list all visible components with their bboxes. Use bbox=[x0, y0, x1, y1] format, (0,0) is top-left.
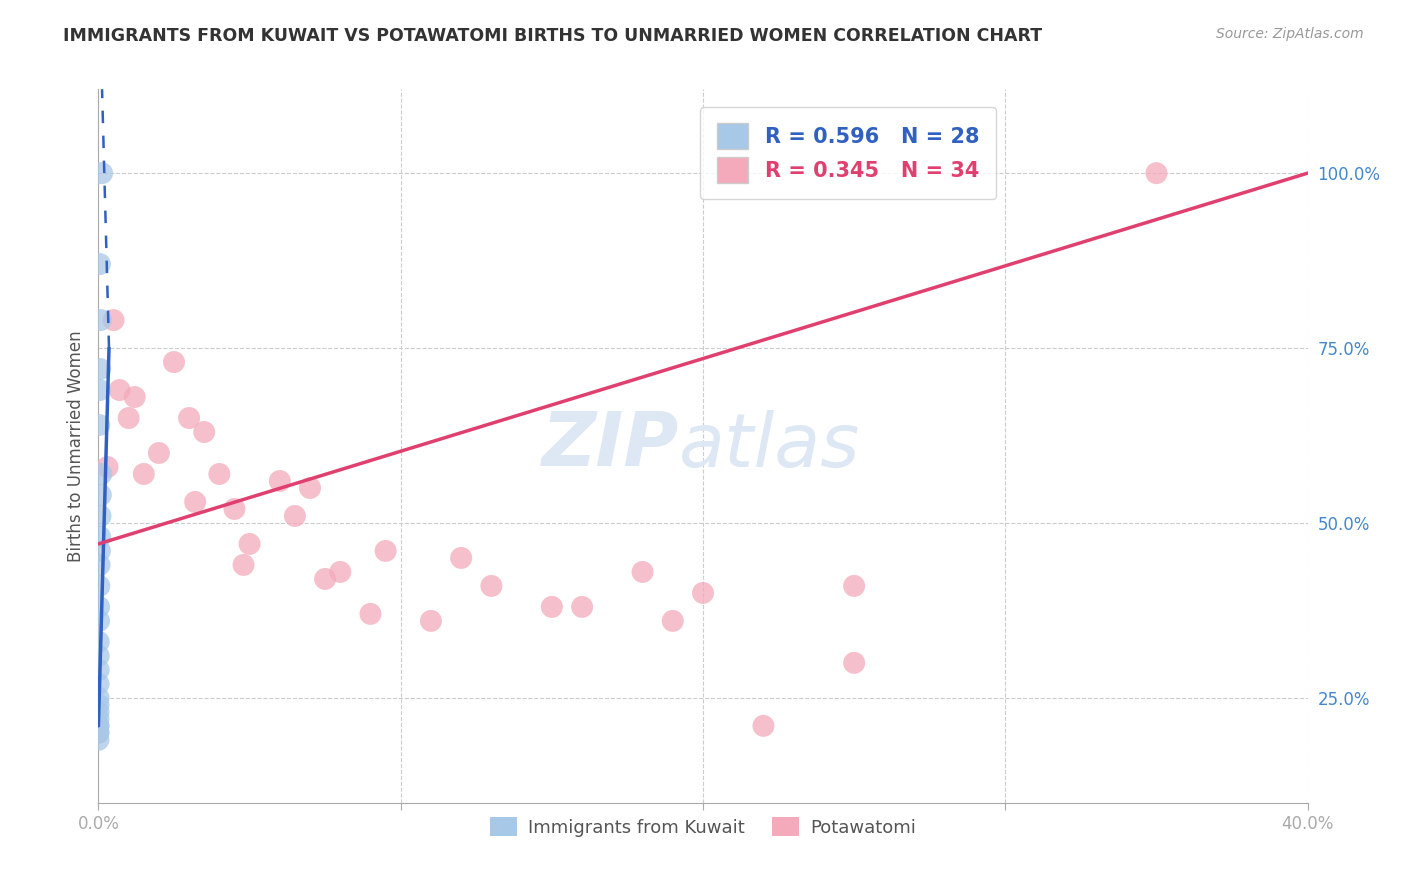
Point bbox=[96, 460, 118, 475]
Point bbox=[314, 572, 336, 586]
Point bbox=[87, 732, 110, 747]
Legend: Immigrants from Kuwait, Potawatomi: Immigrants from Kuwait, Potawatomi bbox=[484, 810, 922, 844]
Point bbox=[844, 656, 866, 670]
Point bbox=[1146, 166, 1168, 180]
Point bbox=[631, 565, 654, 579]
Point bbox=[269, 474, 291, 488]
Text: ZIP: ZIP bbox=[541, 409, 679, 483]
Point bbox=[89, 579, 111, 593]
Point bbox=[90, 313, 112, 327]
Point bbox=[87, 677, 110, 691]
Point bbox=[329, 565, 352, 579]
Point bbox=[89, 544, 111, 558]
Point bbox=[87, 705, 110, 719]
Point bbox=[87, 719, 110, 733]
Point bbox=[163, 355, 186, 369]
Point bbox=[90, 508, 112, 523]
Point bbox=[752, 719, 775, 733]
Point bbox=[87, 648, 110, 663]
Point bbox=[844, 579, 866, 593]
Point bbox=[87, 726, 110, 740]
Text: atlas: atlas bbox=[679, 410, 860, 482]
Point bbox=[239, 537, 262, 551]
Point bbox=[540, 599, 562, 614]
Point bbox=[661, 614, 683, 628]
Point bbox=[103, 313, 125, 327]
Point bbox=[184, 495, 207, 509]
Point bbox=[90, 488, 112, 502]
Point bbox=[360, 607, 382, 621]
Point bbox=[87, 719, 110, 733]
Point bbox=[89, 530, 111, 544]
Point bbox=[132, 467, 155, 481]
Point bbox=[89, 558, 111, 572]
Point bbox=[692, 586, 714, 600]
Point bbox=[179, 411, 201, 425]
Point bbox=[87, 614, 110, 628]
Point bbox=[124, 390, 146, 404]
Text: Source: ZipAtlas.com: Source: ZipAtlas.com bbox=[1216, 27, 1364, 41]
Point bbox=[481, 579, 503, 593]
Point bbox=[89, 362, 111, 376]
Point bbox=[87, 663, 110, 677]
Point bbox=[89, 417, 111, 432]
Point bbox=[193, 425, 215, 439]
Point bbox=[91, 166, 114, 180]
Point bbox=[87, 599, 110, 614]
Point bbox=[374, 544, 396, 558]
Point bbox=[87, 712, 110, 726]
Point bbox=[571, 599, 593, 614]
Y-axis label: Births to Unmarried Women: Births to Unmarried Women bbox=[66, 330, 84, 562]
Point bbox=[90, 467, 112, 481]
Point bbox=[284, 508, 307, 523]
Point bbox=[108, 383, 131, 397]
Point bbox=[118, 411, 141, 425]
Point bbox=[420, 614, 443, 628]
Point bbox=[89, 383, 111, 397]
Point bbox=[224, 502, 246, 516]
Point bbox=[148, 446, 170, 460]
Point bbox=[87, 635, 110, 649]
Point bbox=[89, 257, 111, 271]
Point bbox=[232, 558, 254, 572]
Text: IMMIGRANTS FROM KUWAIT VS POTAWATOMI BIRTHS TO UNMARRIED WOMEN CORRELATION CHART: IMMIGRANTS FROM KUWAIT VS POTAWATOMI BIR… bbox=[63, 27, 1042, 45]
Point bbox=[87, 698, 110, 712]
Point bbox=[87, 690, 110, 705]
Point bbox=[450, 550, 472, 565]
Point bbox=[208, 467, 231, 481]
Point bbox=[87, 726, 110, 740]
Point bbox=[299, 481, 322, 495]
